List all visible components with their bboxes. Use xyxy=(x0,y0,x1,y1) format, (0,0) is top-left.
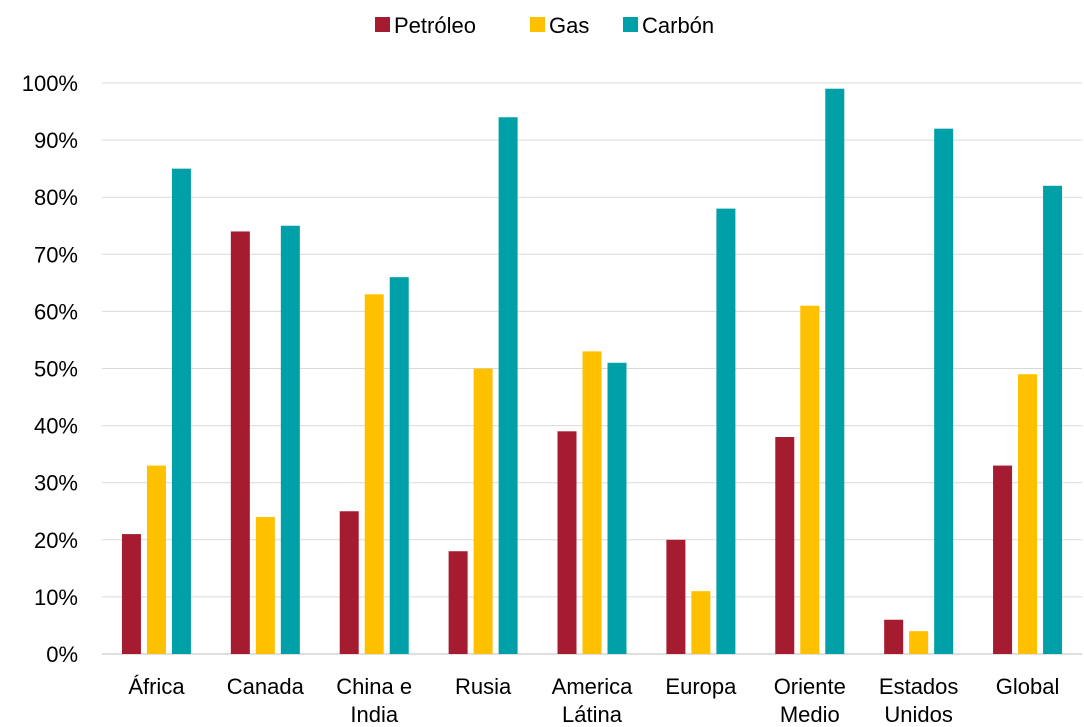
legend-swatch xyxy=(375,17,390,32)
x-category-label: Unidos xyxy=(884,702,952,727)
y-tick-label: 40% xyxy=(34,414,78,439)
bar xyxy=(364,294,384,654)
bar xyxy=(825,88,845,654)
y-tick-label: 60% xyxy=(34,299,78,324)
x-category-label: Medio xyxy=(780,702,840,727)
y-tick-label: 30% xyxy=(34,471,78,496)
x-category-label: África xyxy=(128,674,185,699)
bar xyxy=(800,305,820,654)
bar xyxy=(582,351,602,654)
legend-swatch xyxy=(530,17,545,32)
bar xyxy=(691,591,711,654)
x-category-label: Europa xyxy=(665,674,737,699)
bar xyxy=(1043,185,1063,654)
y-tick-label: 90% xyxy=(34,128,78,153)
bar xyxy=(1018,374,1038,654)
bar xyxy=(607,362,627,654)
legend-label: Carbón xyxy=(642,13,714,38)
bar xyxy=(146,465,166,654)
y-tick-label: 10% xyxy=(34,585,78,610)
x-category-label: Látina xyxy=(562,702,623,727)
bar xyxy=(498,117,518,654)
bar xyxy=(557,431,577,654)
x-category-label: China e xyxy=(336,674,412,699)
legend-swatch xyxy=(623,17,638,32)
x-category-label: Oriente xyxy=(774,674,846,699)
bar xyxy=(171,168,191,654)
bar xyxy=(884,619,904,654)
bar xyxy=(716,208,736,654)
y-tick-label: 50% xyxy=(34,357,78,382)
x-category-label: Rusia xyxy=(455,674,512,699)
bar xyxy=(666,539,686,654)
x-category-label: Canada xyxy=(227,674,305,699)
y-axis-ticks: 0% 10% 20% 30% 40% 50% 60% 70% 80% 90% 100% xyxy=(22,71,78,667)
y-tick-label: 0% xyxy=(46,642,78,667)
bar xyxy=(448,551,468,654)
legend-label: Petróleo xyxy=(394,13,476,38)
bar xyxy=(339,511,359,654)
bar xyxy=(473,368,493,654)
y-tick-label: 70% xyxy=(34,242,78,267)
bars xyxy=(121,88,1063,654)
bar xyxy=(255,516,275,654)
x-category-label: America xyxy=(552,674,633,699)
bar xyxy=(230,231,250,654)
legend: Petróleo Gas Carbón xyxy=(375,13,714,38)
x-category-label: India xyxy=(350,702,398,727)
bar xyxy=(775,437,795,654)
bar xyxy=(280,225,300,654)
bar xyxy=(389,277,409,654)
bar xyxy=(121,534,141,654)
x-category-label: Estados xyxy=(879,674,959,699)
bar xyxy=(909,631,929,654)
legend-label: Gas xyxy=(549,13,589,38)
y-tick-label: 80% xyxy=(34,185,78,210)
x-axis-labels: África Canada China e India Rusia America Láti… xyxy=(128,674,1059,727)
bar xyxy=(934,128,954,654)
y-tick-label: 100% xyxy=(22,71,78,96)
y-tick-label: 20% xyxy=(34,528,78,553)
bar xyxy=(993,465,1013,654)
x-category-label: Global xyxy=(996,674,1060,699)
